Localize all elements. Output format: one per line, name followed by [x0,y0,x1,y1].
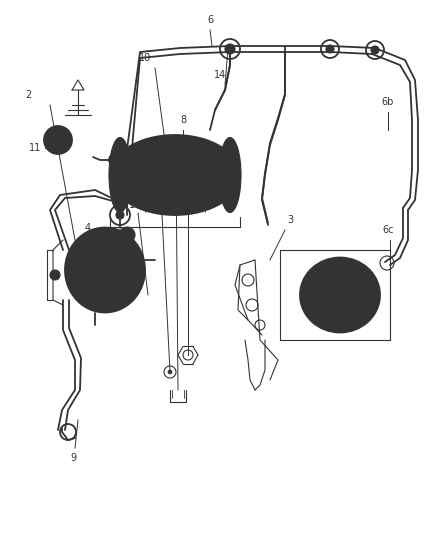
Circle shape [72,237,128,293]
Text: 10: 10 [139,53,151,63]
Text: 7: 7 [122,263,128,273]
Circle shape [371,46,379,54]
Text: 11: 11 [29,143,41,153]
Circle shape [52,134,64,146]
Circle shape [168,370,172,374]
Text: 3: 3 [287,215,293,225]
Text: 2: 2 [25,90,31,100]
Text: 6c: 6c [382,225,394,235]
Circle shape [119,227,135,243]
Circle shape [92,257,108,273]
Circle shape [116,211,124,219]
Circle shape [326,45,334,53]
Ellipse shape [109,138,131,213]
Text: 8: 8 [180,115,186,125]
Ellipse shape [110,135,240,215]
Text: 14: 14 [214,70,226,80]
Text: 6: 6 [207,15,213,25]
Circle shape [44,126,72,154]
Ellipse shape [219,138,241,213]
Text: 6b: 6b [382,97,394,107]
Text: 5: 5 [172,145,178,155]
Text: 1: 1 [129,200,135,210]
Ellipse shape [300,257,380,333]
Text: 13: 13 [182,183,194,193]
Circle shape [50,270,60,280]
Ellipse shape [65,228,145,312]
Text: 12: 12 [149,162,161,172]
Circle shape [82,247,118,283]
Text: 9: 9 [70,453,76,463]
Circle shape [225,44,235,54]
Text: 4: 4 [85,223,91,233]
Ellipse shape [325,281,355,309]
Ellipse shape [310,266,370,324]
